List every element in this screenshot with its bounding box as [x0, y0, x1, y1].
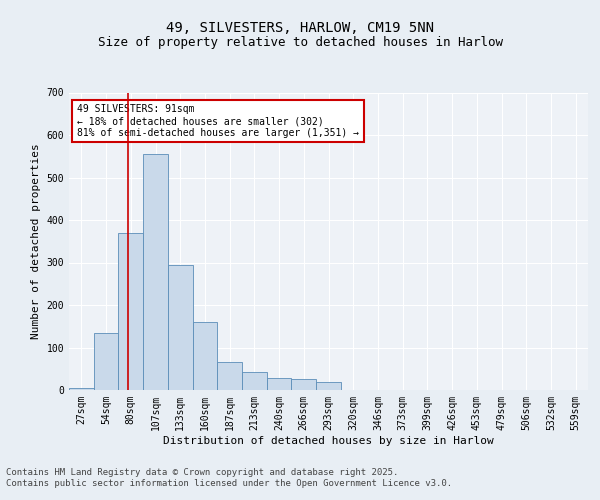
X-axis label: Distribution of detached houses by size in Harlow: Distribution of detached houses by size …: [163, 436, 494, 446]
Bar: [267, 378, 292, 390]
Bar: [94, 332, 118, 390]
Bar: [168, 264, 193, 390]
Text: Size of property relative to detached houses in Harlow: Size of property relative to detached ho…: [97, 36, 503, 49]
Bar: [316, 382, 341, 390]
Bar: [292, 380, 316, 390]
Bar: [118, 233, 143, 390]
Bar: [69, 388, 94, 390]
Bar: [143, 154, 168, 390]
Bar: [242, 372, 267, 390]
Text: 49, SILVESTERS, HARLOW, CM19 5NN: 49, SILVESTERS, HARLOW, CM19 5NN: [166, 20, 434, 34]
Text: 49 SILVESTERS: 91sqm
← 18% of detached houses are smaller (302)
81% of semi-deta: 49 SILVESTERS: 91sqm ← 18% of detached h…: [77, 104, 359, 138]
Y-axis label: Number of detached properties: Number of detached properties: [31, 144, 41, 339]
Text: Contains HM Land Registry data © Crown copyright and database right 2025.
Contai: Contains HM Land Registry data © Crown c…: [6, 468, 452, 487]
Bar: [193, 322, 217, 390]
Bar: [217, 362, 242, 390]
